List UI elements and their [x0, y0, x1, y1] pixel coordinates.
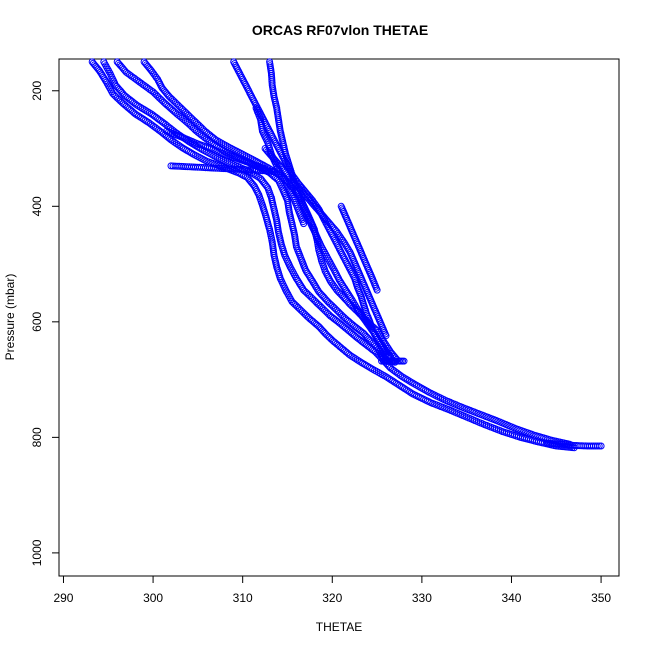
data-point — [353, 356, 361, 364]
data-point — [595, 442, 603, 450]
data-points — [88, 58, 605, 452]
data-point — [367, 364, 375, 372]
data-point — [373, 286, 381, 294]
data-point — [343, 243, 351, 251]
y-tick-label: 400 — [30, 196, 44, 216]
data-point — [385, 375, 393, 383]
y-axis-label: Pressure (mbar) — [3, 274, 17, 361]
x-tick-label: 310 — [233, 591, 253, 605]
x-tick-label: 330 — [412, 591, 432, 605]
data-point — [263, 182, 271, 190]
chart-title: ORCAS RF07vlon THETAE — [252, 22, 428, 38]
data-point — [352, 303, 360, 311]
data-point — [347, 294, 355, 302]
data-point — [102, 77, 109, 84]
x-tick-label: 340 — [501, 591, 521, 605]
plot-frame — [58, 58, 620, 577]
data-point — [404, 376, 411, 384]
y-tick-label: 1000 — [30, 539, 44, 566]
data-point — [133, 111, 141, 119]
data-point — [342, 242, 350, 250]
data-point — [407, 389, 415, 397]
data-point — [142, 107, 150, 115]
data-point — [141, 116, 149, 124]
data-point — [152, 74, 160, 81]
data-point — [270, 168, 278, 176]
data-point — [313, 284, 321, 292]
data-point — [409, 379, 417, 387]
data-point — [346, 351, 354, 359]
data-point — [405, 377, 413, 385]
data-point — [387, 353, 394, 360]
data-point — [348, 296, 356, 304]
y-tick-label: 600 — [30, 312, 44, 332]
data-point — [352, 355, 360, 363]
x-tick-label: 300 — [143, 591, 163, 605]
data-point — [402, 375, 410, 383]
y-tick-label: 200 — [30, 80, 44, 100]
y-tick-label: 800 — [30, 427, 44, 447]
data-point — [133, 101, 141, 109]
data-point — [400, 357, 408, 365]
data-point — [308, 276, 315, 284]
x-tick-label: 350 — [591, 591, 611, 605]
x-axis-label: THETAE — [316, 620, 362, 634]
data-point — [140, 106, 148, 113]
x-axis: 290 300 310 320 330 340 350 — [53, 576, 611, 605]
data-point — [414, 382, 422, 390]
data-point — [397, 372, 404, 379]
data-point — [309, 277, 317, 285]
data-point — [188, 149, 196, 157]
x-tick-label: 320 — [322, 591, 342, 605]
data-point — [593, 442, 601, 450]
data-point — [312, 283, 320, 291]
data-point — [311, 281, 319, 289]
data-point — [137, 103, 144, 111]
data-point — [400, 374, 408, 382]
data-point — [310, 279, 318, 287]
data-point — [350, 300, 358, 308]
data-point — [144, 108, 152, 116]
data-point — [398, 373, 406, 381]
data-point — [135, 102, 143, 110]
data-point — [340, 238, 348, 246]
data-point — [597, 442, 605, 450]
data-point — [344, 245, 352, 253]
y-axis: 200 400 600 800 1000 — [30, 80, 59, 566]
data-point — [335, 231, 343, 239]
data-point — [350, 354, 358, 362]
data-point — [348, 353, 356, 360]
data-point — [362, 361, 370, 369]
data-point — [423, 387, 431, 395]
data-point — [300, 220, 308, 228]
data-point — [336, 233, 344, 241]
x-tick-label: 290 — [53, 591, 73, 605]
data-point — [382, 332, 390, 340]
data-point — [333, 228, 341, 236]
